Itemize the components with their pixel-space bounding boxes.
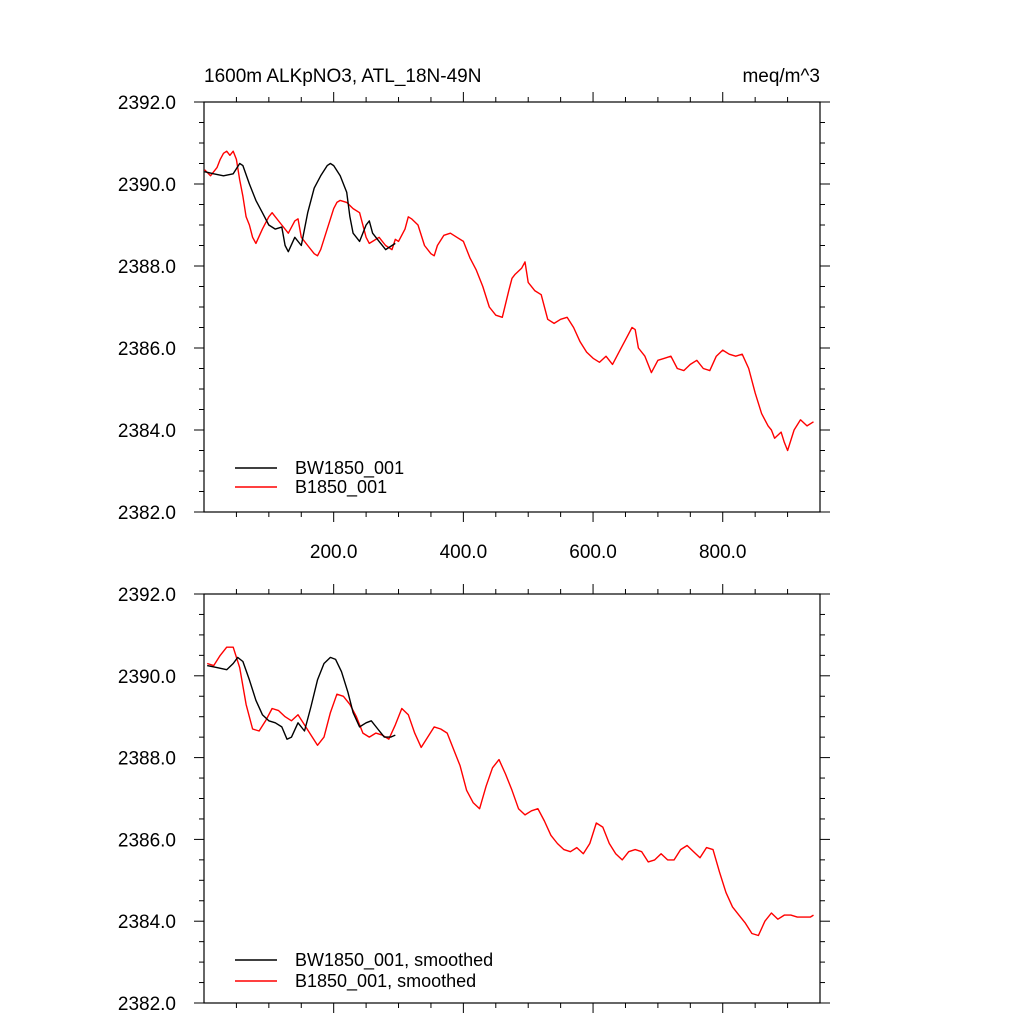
y-tick-label: 2384.0: [118, 912, 176, 933]
y-tick-label: 2392.0: [118, 585, 176, 606]
y-tick-label: 2386.0: [118, 830, 176, 851]
x-tick-label: 800.0: [699, 542, 747, 563]
legend-label: BW1850_001: [295, 458, 404, 479]
chart-title: 1600m ALKpNO3, ATL_18N-49N: [204, 66, 481, 87]
x-tick-label: 600.0: [569, 542, 617, 563]
plot-frame: [203, 101, 821, 513]
legend-label: BW1850_001, smoothed: [295, 950, 493, 971]
chart-units: meq/m^3: [742, 66, 820, 87]
plot-frame: [203, 593, 821, 1004]
series-line-b1850-001-smoothed: [206, 646, 814, 937]
series-line-bw1850-001-smoothed: [207, 656, 396, 740]
y-tick-label: 2388.0: [118, 749, 176, 770]
top-panel: 2382.0 2384.0 2386.0 2388.0 2390.0 2392.0 200.…: [118, 66, 830, 563]
y-tick-label: 2382.0: [118, 994, 176, 1015]
y-tick-label: 2386.0: [118, 339, 176, 360]
legend-label: B1850_001, smoothed: [295, 971, 476, 992]
y-tick-label: 2392.0: [118, 93, 176, 114]
y-tick-label: 2390.0: [118, 667, 176, 688]
series-line-bw1850-001: [204, 162, 396, 253]
bottom-panel: 2382.0 2384.0 2386.0 2388.0 2390.0 2392.0 BW18…: [118, 584, 830, 1015]
x-tick-label: 200.0: [310, 542, 358, 563]
x-tick-label: 400.0: [440, 542, 488, 563]
legend-label: B1850_001: [295, 477, 387, 498]
series-line-b1850-001: [204, 150, 814, 452]
y-tick-label: 2384.0: [118, 421, 176, 442]
y-tick-label: 2390.0: [118, 175, 176, 196]
y-tick-label: 2388.0: [118, 257, 176, 278]
y-tick-label: 2382.0: [118, 503, 176, 524]
